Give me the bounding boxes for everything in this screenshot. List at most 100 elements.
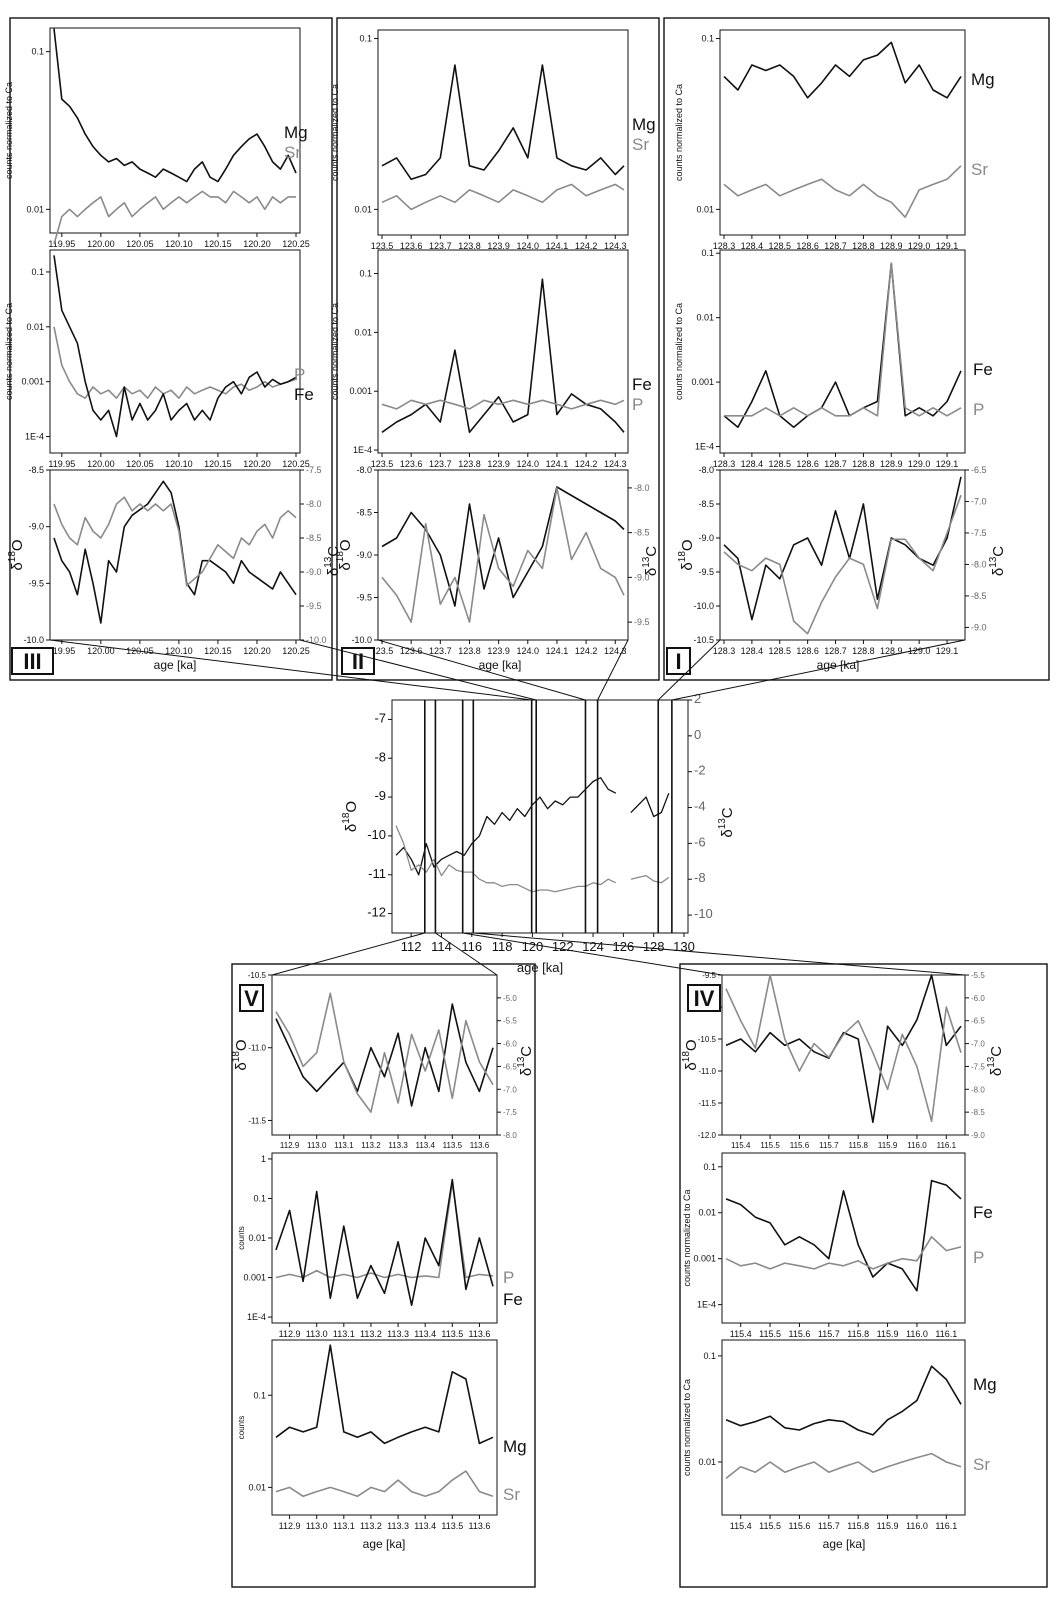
y-tick-label: 0.001 <box>693 1254 716 1264</box>
y-axis-label: counts normalized to Ca <box>4 82 14 179</box>
x-tick-label: 115.5 <box>760 1141 780 1150</box>
y-tick-label: 0.01 <box>26 322 44 332</box>
x-tick-label: 129.0 <box>908 459 931 469</box>
y2-tick-label: -8.0 <box>306 499 322 509</box>
x-tick-label: 119.95 <box>48 646 75 656</box>
y-tick-label: 0.01 <box>696 204 714 214</box>
x-tick-label: 128.7 <box>824 459 847 469</box>
connector-line <box>299 639 537 701</box>
chart-III-PFe: 119.95 120.00 120.05 120.10 120.15 120.20 120.… <box>4 249 314 469</box>
x-tick-label: 112.9 <box>279 1329 301 1339</box>
chart-III-MgSr: 119.95 120.00 120.05 120.10 120.15 120.20 120.… <box>4 27 310 249</box>
y-axis-label: counts normalized to Ca <box>674 303 684 400</box>
x-tick-label: 119.95 <box>48 239 75 249</box>
x-tick-label: 120.25 <box>282 646 310 656</box>
x-tick-label: 120.25 <box>282 459 310 469</box>
x-tick-label: 115.6 <box>790 1141 810 1150</box>
x-tick-label: 123.5 <box>371 241 394 251</box>
series-label-Mg: Mg <box>284 123 308 142</box>
y-tick-label: 0.1 <box>701 34 714 44</box>
y-axis-label-d18O-text: δ18O <box>7 539 26 570</box>
chart-overview: 112 114 116 118 120 122 124 126 128 130-7-8-9-10-… <box>341 691 736 954</box>
y-tick-label: 0.01 <box>354 204 372 214</box>
x-tick-label: 118 <box>492 939 513 954</box>
x-tick-label: 124.3 <box>604 459 627 469</box>
panel-label-III: III <box>23 649 41 674</box>
x-tick-label: 113.6 <box>469 1329 491 1339</box>
y2-tick-label: -8.5 <box>634 528 650 538</box>
x-tick-label: 115.4 <box>730 1329 752 1339</box>
y-tick-label: -11.5 <box>698 1099 716 1108</box>
x-tick-label: 128.9 <box>880 646 903 656</box>
x-tick-label: 128.9 <box>880 459 903 469</box>
y-axis-label-d13C: δ13C <box>717 807 736 837</box>
x-tick-label: 128.6 <box>796 646 819 656</box>
y-tick-label: 0.1 <box>701 248 714 258</box>
x-tick-label: 115.7 <box>818 1521 840 1531</box>
panel-label-III-box <box>11 647 54 675</box>
x-tick-label: 113.6 <box>469 1521 491 1531</box>
chart-V-PFe: 112.9 113.0 113.1 113.2 113.3 113.4 113.5 113.6… <box>237 1152 523 1339</box>
y-axis-label-d13C: δ13C <box>516 1046 535 1076</box>
y-tick-label: 0.1 <box>359 34 372 44</box>
x-tick-label: 113.2 <box>360 1521 382 1531</box>
series-line-Sr <box>723 165 962 218</box>
x-tick-label: 116.1 <box>937 1141 957 1150</box>
y2-tick-label: -7.5 <box>971 1062 985 1071</box>
x-tick-label: 128.9 <box>880 241 903 251</box>
y-axis-label: counts <box>237 1226 246 1250</box>
series-label-P: P <box>973 400 984 419</box>
plot-frame <box>49 469 301 641</box>
series-label-Sr: Sr <box>973 1455 990 1474</box>
y-tick-label: 0.01 <box>248 1233 266 1243</box>
y-axis-label-d13C-text: δ13C <box>641 546 660 576</box>
x-tick-label: 120.15 <box>204 646 232 656</box>
x-tick-label: 123.8 <box>458 241 481 251</box>
y-tick-label: -10 <box>367 827 386 842</box>
series-line-δ18O <box>275 1003 494 1107</box>
series-label-Mg: Mg <box>971 70 995 89</box>
series-line-δ13C <box>395 825 670 893</box>
x-tick-label: 115.8 <box>848 1141 868 1150</box>
x-tick-label: 115.8 <box>847 1329 869 1339</box>
series-label-Sr: Sr <box>503 1485 520 1504</box>
x-tick-label: 129.0 <box>908 646 931 656</box>
y-axis-label-d13C-text: δ13C <box>516 1046 535 1076</box>
connector-line <box>473 932 966 976</box>
y-tick-label: -9.5 <box>702 971 716 980</box>
panel-III-frame <box>9 17 333 681</box>
series-line-Sr <box>725 1452 962 1480</box>
x-tick-label: 120.10 <box>165 459 193 469</box>
x-tick-label: 128 <box>643 939 665 954</box>
x-tick-label: 128.5 <box>768 241 791 251</box>
series-line-Mg <box>381 64 625 181</box>
y-tick-label: 0.001 <box>349 386 372 396</box>
y-tick-label: -9.5 <box>356 593 372 603</box>
x-tick-label: 115.9 <box>878 1141 898 1150</box>
x-tick-label: 123.6 <box>400 241 423 251</box>
plot-frame <box>721 1339 966 1516</box>
y2-tick-label: -10.0 <box>306 635 327 645</box>
x-tick-label: 123.5 <box>371 459 394 469</box>
x-tick-label: 116.0 <box>906 1329 928 1339</box>
series-label-P: P <box>973 1248 984 1267</box>
y-tick-label: -11.0 <box>698 1067 716 1076</box>
x-tick-label: 113.6 <box>470 1141 490 1150</box>
x-tick-label: 128.3 <box>713 646 736 656</box>
x-tick-label: 128.4 <box>741 646 764 656</box>
x-tick-label: 113.4 <box>414 1521 436 1531</box>
y-tick-label: 1E-4 <box>697 1300 716 1310</box>
x-tick-label: 124.3 <box>604 241 627 251</box>
series-line-P <box>725 1236 962 1270</box>
x-tick-label: 124.1 <box>546 459 569 469</box>
y-tick-label: -9.5 <box>28 578 44 588</box>
chart-II-iso: 123.5 123.6 123.7 123.8 123.9 124.0 124.1 124.2… <box>335 465 660 656</box>
x-tick-label: 116.0 <box>906 1521 928 1531</box>
y-tick-label: 1E-4 <box>25 432 44 442</box>
series-line-δ13C <box>381 487 625 623</box>
x-tick-label: 124 <box>582 939 604 954</box>
y-tick-label: -12 <box>367 905 386 920</box>
series-line-Sr <box>53 190 296 245</box>
plot-frame <box>719 249 966 454</box>
chart-V-iso: 112.9 113.0 113.1 113.2 113.3 113.4 113.5 113.6… <box>231 971 535 1150</box>
